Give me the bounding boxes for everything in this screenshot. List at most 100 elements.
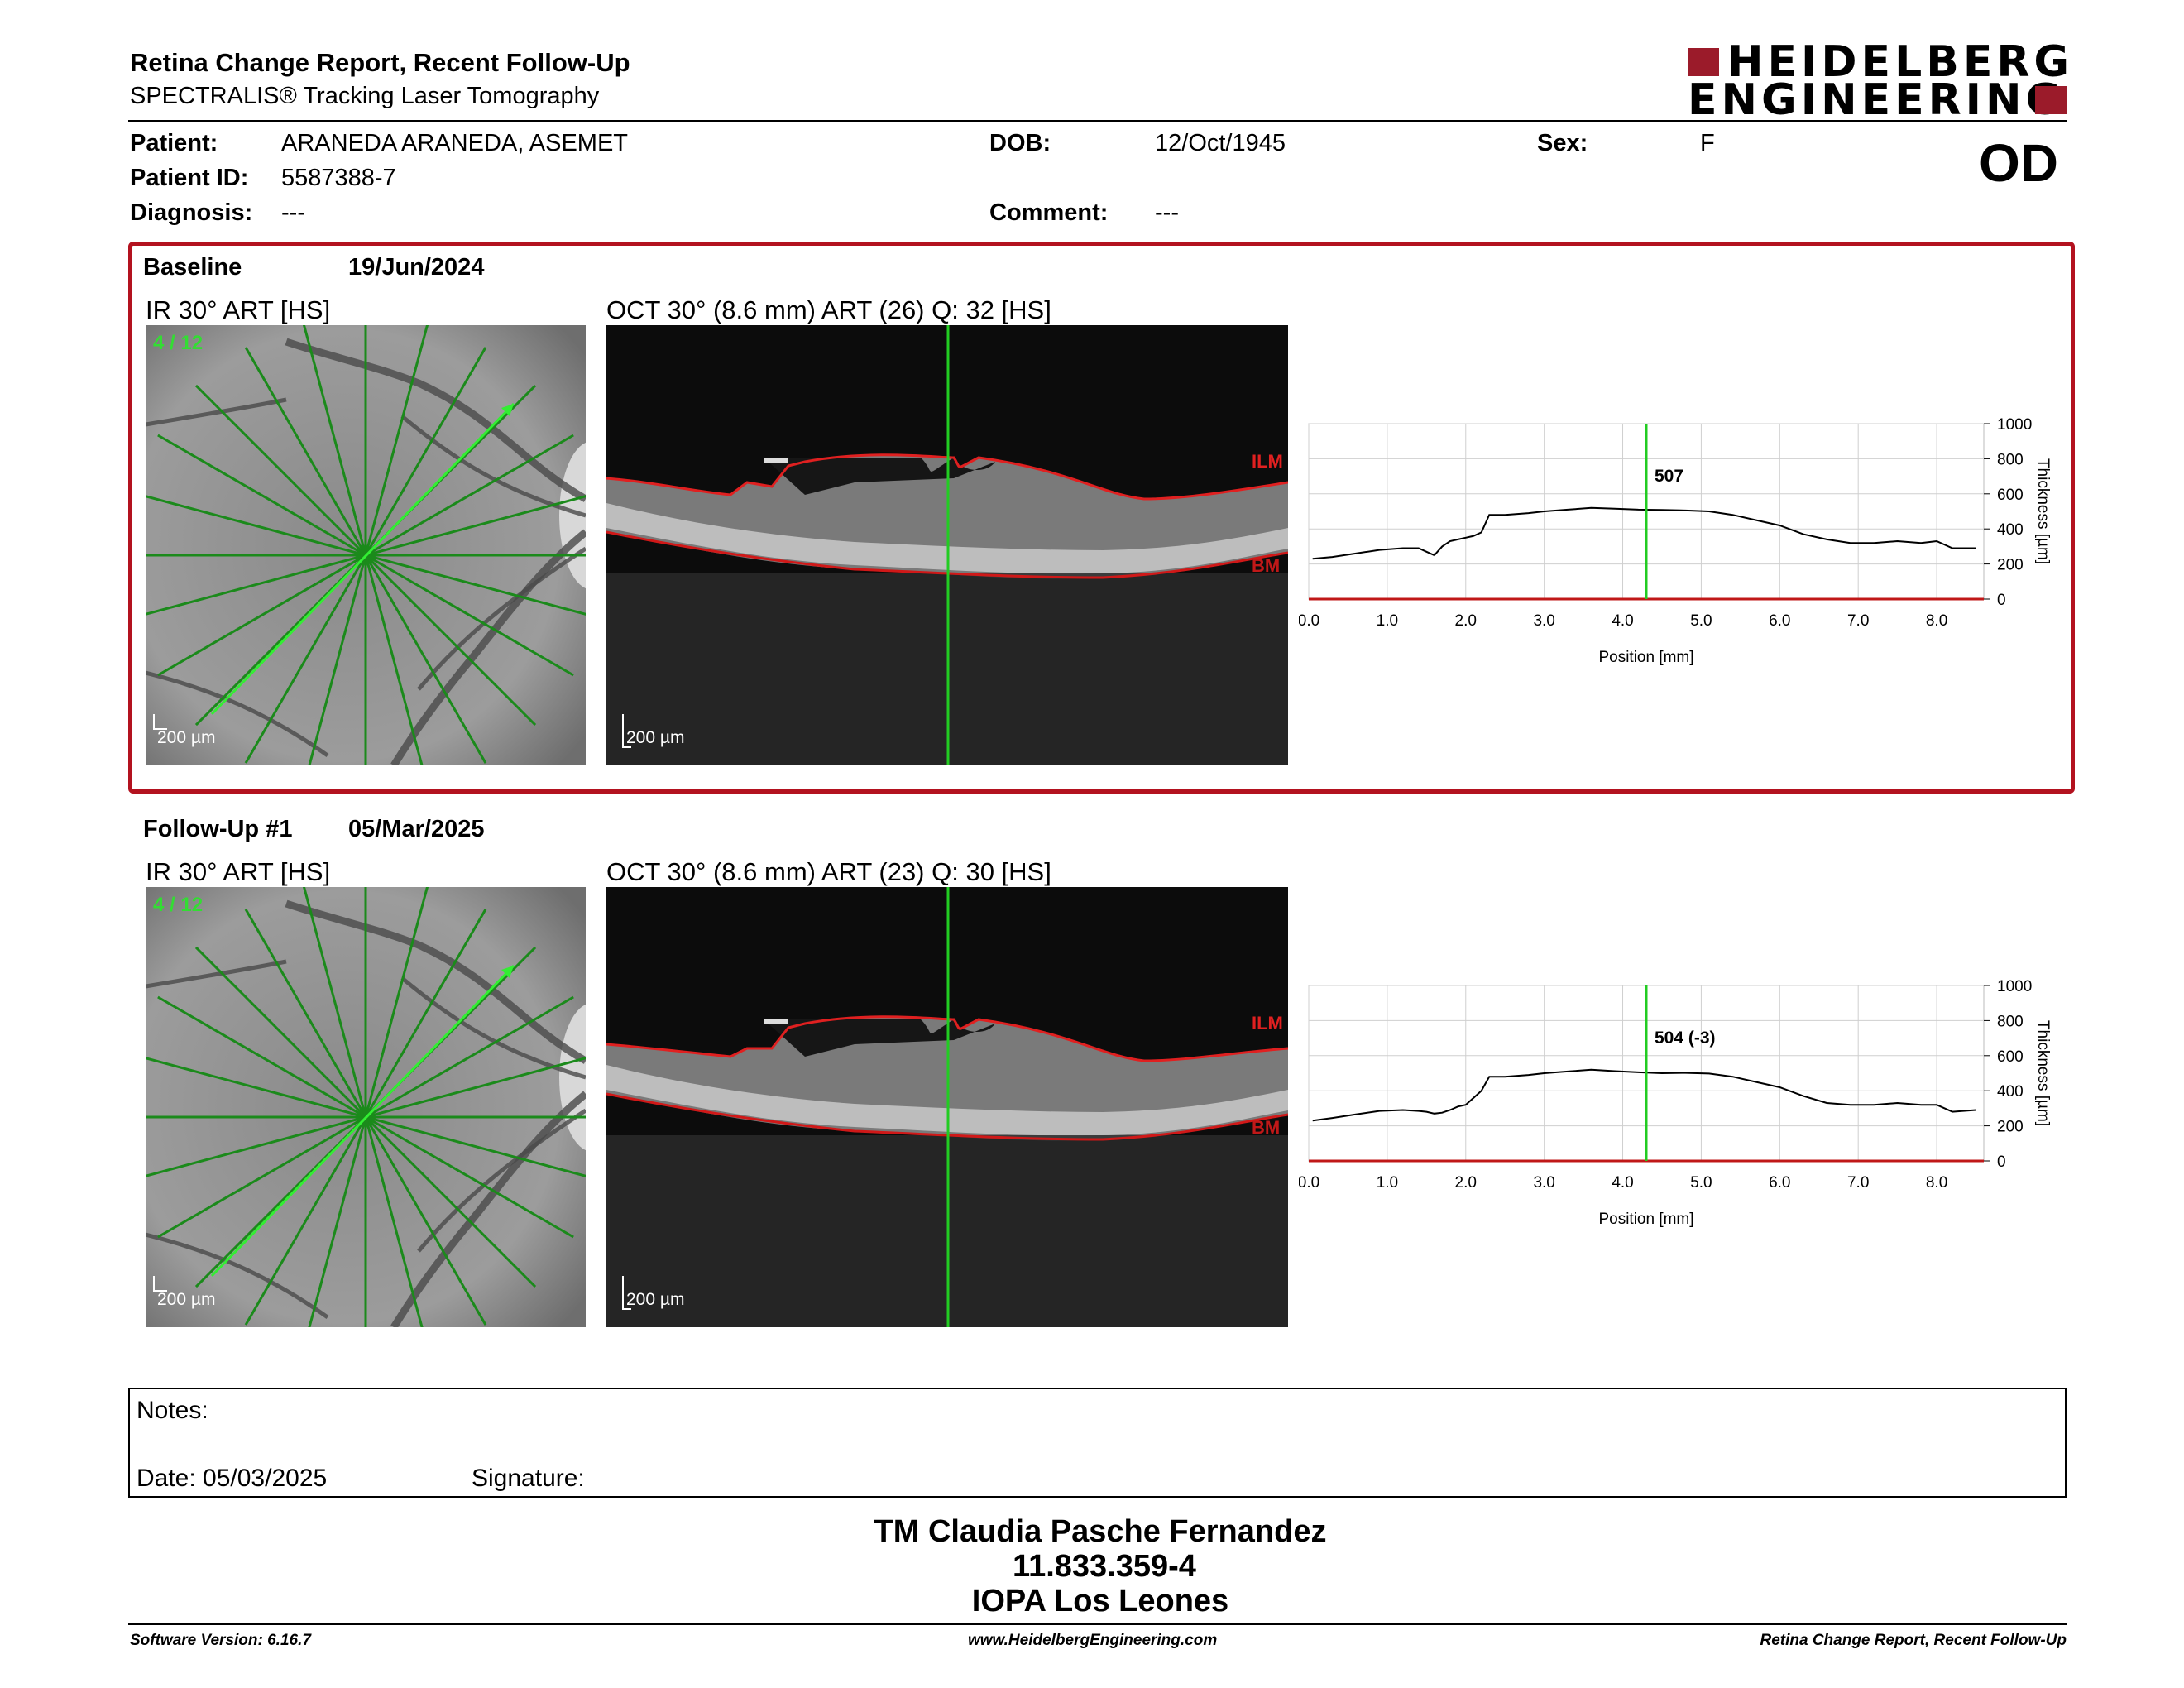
- followup-scan-index: 4 / 12: [153, 894, 204, 916]
- baseline-label: Baseline: [143, 254, 242, 281]
- x-tick-label: 2.0: [1455, 1174, 1477, 1192]
- followup-ir-scale: 200 µm: [157, 1290, 216, 1309]
- x-tick-label: 1.0: [1377, 1174, 1398, 1192]
- x-tick-label: 0.0: [1299, 1174, 1320, 1192]
- report-title: Retina Change Report, Recent Follow-Up: [130, 48, 630, 77]
- footer-divider: [128, 1623, 2067, 1625]
- oct-scale-bar: [622, 714, 631, 748]
- dob-label: DOB:: [989, 130, 1051, 156]
- oct-scale-bar: [622, 1276, 631, 1310]
- sex-value: F: [1700, 130, 1715, 156]
- logo-line1: HEIDELBERG: [1727, 37, 2074, 87]
- baseline-oct-svg: [606, 325, 1288, 765]
- y-tick-label: 800: [1997, 451, 2024, 468]
- retinal-vessel: [417, 546, 586, 691]
- baseline-fundus-svg: [146, 325, 586, 765]
- comment-value: ---: [1155, 199, 1179, 226]
- baseline-ir-fundus-image[interactable]: 4 / 12 200 µm: [146, 325, 586, 765]
- thickness-series-line: [1312, 506, 1976, 560]
- operator-name: TM Claudia Pasche Fernandez: [874, 1514, 1327, 1549]
- y-tick-label: 800: [1997, 1013, 2024, 1030]
- x-tick-label: 3.0: [1533, 1174, 1554, 1192]
- followup-oct-bscan-image[interactable]: ILM BM 200 µm: [606, 887, 1288, 1327]
- bm-segmentation: [606, 530, 1288, 579]
- x-tick-label: 5.0: [1690, 612, 1712, 630]
- notes-date: Date: 05/03/2025: [136, 1465, 328, 1492]
- retinal-vessel: [390, 529, 586, 765]
- followup-thickness-readout: 504 (-3): [1655, 1029, 1716, 1048]
- followup-oct-scale: 200 µm: [626, 1290, 685, 1309]
- x-axis-label: Position [mm]: [1598, 649, 1693, 666]
- heidelberg-logo: HEIDELBERG ENGINEERING: [1688, 41, 2069, 122]
- followup-date: 05/Mar/2025: [348, 816, 485, 842]
- notes-label: Notes:: [136, 1397, 208, 1424]
- followup-ir-fundus-image[interactable]: 4 / 12 200 µm: [146, 887, 586, 1327]
- active-scan-line: [210, 964, 515, 1278]
- followup-thickness-chart: 0.0 1.0 2.0 3.0 4.0 5.0 6.0 7.0 8.0 0 200 400 600 800…: [1299, 978, 2052, 1228]
- x-tick-label: 5.0: [1690, 1174, 1712, 1192]
- rpe-band: [606, 503, 1288, 574]
- x-tick-label: 3.0: [1533, 612, 1554, 630]
- rpe-band: [606, 1065, 1288, 1136]
- x-tick-label: 8.0: [1926, 1174, 1947, 1192]
- baseline-oct-title: OCT 30° (8.6 mm) ART (26) Q: 32 [HS]: [606, 295, 1051, 324]
- diagnosis-label: Diagnosis:: [130, 199, 253, 226]
- y-tick-label: 600: [1997, 1048, 2024, 1066]
- y-tick-label: 400: [1997, 1083, 2024, 1101]
- y-axis-label: Thickness [µm]: [2034, 458, 2052, 564]
- retinal-vessel: [285, 899, 586, 1064]
- thickness-series-line: [1312, 1068, 1976, 1122]
- software-version: Software Version: 6.16.7: [130, 1632, 311, 1649]
- followup-bm-label: BM: [1252, 1117, 1281, 1138]
- x-tick-label: 6.0: [1769, 612, 1790, 630]
- retinal-vessel: [146, 959, 287, 989]
- baseline-date: 19/Jun/2024: [348, 254, 485, 281]
- y-tick-label: 200: [1997, 557, 2024, 574]
- x-axis-label: Position [mm]: [1598, 1211, 1693, 1228]
- ilm-segmentation: [606, 453, 1288, 501]
- retinal-vessel: [390, 1091, 586, 1327]
- patient-label: Patient:: [130, 130, 218, 156]
- x-tick-label: 8.0: [1926, 612, 1947, 630]
- ir-scale-bar: [153, 1276, 167, 1292]
- baseline-ilm-label: ILM: [1252, 451, 1283, 472]
- comment-label: Comment:: [989, 199, 1109, 226]
- dob-value: 12/Oct/1945: [1155, 130, 1286, 156]
- retinal-vessel: [146, 670, 329, 758]
- x-tick-label: 1.0: [1377, 612, 1398, 630]
- sex-label: Sex:: [1537, 130, 1588, 156]
- retinal-vessel: [146, 397, 287, 427]
- baseline-frame: [128, 242, 2075, 794]
- active-scan-arrow: [501, 404, 514, 416]
- y-tick-label: 0: [1997, 592, 2006, 609]
- retinal-vessel: [146, 1232, 329, 1320]
- bm-segmentation: [606, 1092, 1288, 1141]
- baseline-thickness-chart: 0.0 1.0 2.0 3.0 4.0 5.0 6.0 7.0 8.0 0 200 400 600 800…: [1299, 416, 2052, 666]
- intraretinal-cysts: [764, 1019, 995, 1057]
- header-divider: [128, 120, 2067, 122]
- x-tick-label: 7.0: [1847, 1174, 1869, 1192]
- x-tick-label: 0.0: [1299, 612, 1320, 630]
- eye-indicator: OD: [1979, 133, 2058, 193]
- y-tick-label: 1000: [1997, 416, 2032, 434]
- y-axis-label: Thickness [µm]: [2034, 1020, 2052, 1126]
- active-scan-line: [210, 402, 515, 716]
- baseline-oct-scale: 200 µm: [626, 728, 685, 747]
- patient-name: ARANEDA ARANEDA, ASEMET: [281, 130, 629, 156]
- retinal-vessel: [417, 1108, 586, 1253]
- patient-id-label: Patient ID:: [130, 165, 249, 191]
- y-tick-label: 200: [1997, 1119, 2024, 1136]
- y-tick-label: 1000: [1997, 978, 2032, 995]
- footer-report-name: Retina Change Report, Recent Follow-Up: [1760, 1632, 2067, 1649]
- notes-box: Notes: Date: 05/03/2025 Signature:: [128, 1388, 2067, 1498]
- signature-label: Signature:: [472, 1465, 585, 1492]
- ir-scale-bar: [153, 714, 167, 730]
- report-subtitle: SPECTRALIS® Tracking Laser Tomography: [130, 83, 600, 109]
- followup-fundus-svg: [146, 887, 586, 1327]
- followup-oct-svg: [606, 887, 1288, 1327]
- y-tick-label: 600: [1997, 487, 2024, 504]
- website-link[interactable]: www.HeidelbergEngineering.com: [968, 1632, 1218, 1649]
- followup-ilm-label: ILM: [1252, 1013, 1283, 1033]
- operator-site: IOPA Los Leones: [971, 1584, 1229, 1618]
- baseline-oct-bscan-image[interactable]: ILM BM 200 µm: [606, 325, 1288, 765]
